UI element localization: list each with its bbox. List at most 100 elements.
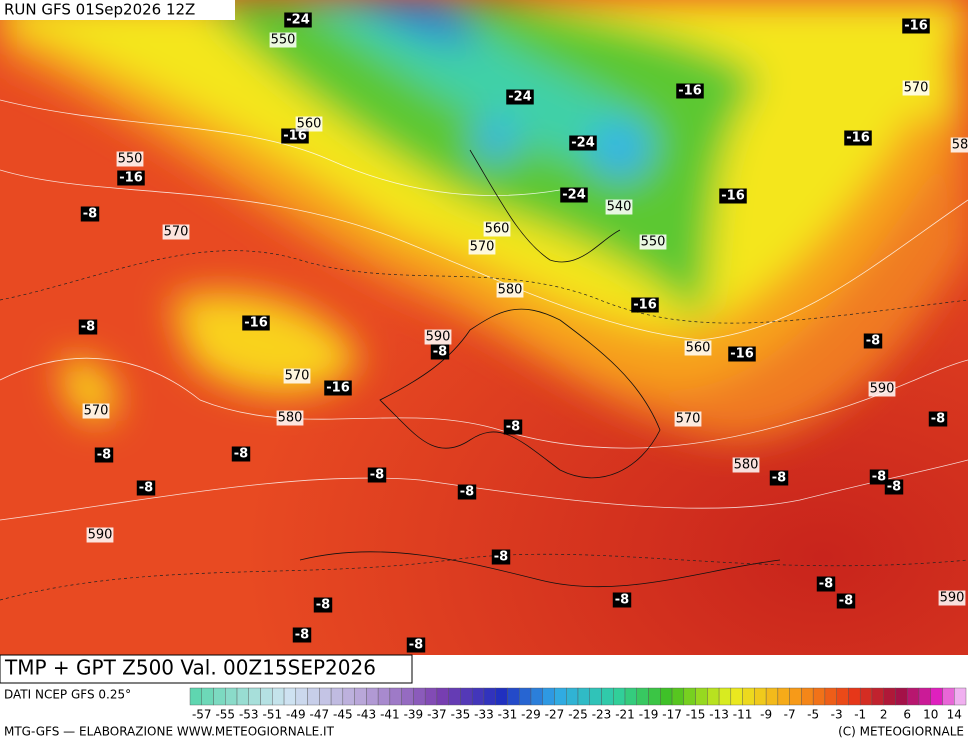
- legend-label: -31: [498, 708, 518, 722]
- temperature-label: -8: [78, 319, 98, 335]
- height-box: [162, 224, 190, 240]
- legend-swatch: [954, 687, 967, 706]
- height-text: 590: [426, 330, 451, 345]
- height-text: 58: [952, 138, 968, 153]
- temperature-text: -8: [819, 577, 833, 592]
- temperature-label: -16: [281, 128, 309, 144]
- legend-swatch: [859, 687, 873, 706]
- temperature-text: -8: [409, 638, 423, 653]
- temperature-box: [869, 469, 889, 485]
- temperature-box: [367, 467, 387, 483]
- legend-swatch: [236, 687, 249, 706]
- temperature-text: -16: [244, 316, 268, 331]
- height-text: 560: [297, 117, 322, 132]
- legend-swatch: [695, 687, 708, 706]
- temperature-label: -8: [80, 206, 100, 222]
- legend-swatch: [566, 687, 579, 706]
- height-text: 570: [470, 240, 495, 255]
- height-label: 590: [868, 381, 896, 397]
- height-box: [732, 457, 760, 473]
- legend-swatch: [942, 687, 955, 706]
- height-box: [674, 411, 702, 427]
- temperature-box: [457, 484, 477, 500]
- height-label: 550: [639, 234, 667, 250]
- temperature-box: [491, 549, 511, 565]
- legend-swatch: [424, 687, 438, 706]
- legend-swatch: [519, 687, 532, 706]
- legend-swatch: [366, 687, 379, 706]
- height-text: 570: [164, 225, 189, 240]
- legend-label: -29: [521, 708, 541, 722]
- legend-swatch: [342, 687, 355, 706]
- height-box: [639, 234, 667, 250]
- temperature-label: -16: [117, 170, 145, 186]
- legend-swatch: [471, 687, 485, 706]
- legend-label: -17: [662, 708, 682, 722]
- temperature-text: -16: [119, 171, 143, 186]
- legend-label: -23: [592, 708, 612, 722]
- source-label: DATI NCEP GFS 0.25°: [4, 688, 131, 702]
- temperature-box: [292, 627, 312, 643]
- height-label: 550: [116, 151, 144, 167]
- temperature-label: -8: [94, 447, 114, 463]
- height-box: [468, 239, 496, 255]
- legend-swatch: [660, 687, 673, 706]
- legend-swatch: [930, 687, 943, 706]
- legend-swatch: [507, 687, 520, 706]
- temperature-text: -8: [81, 320, 95, 335]
- height-label: 570: [283, 368, 311, 384]
- legend-swatch: [483, 687, 496, 706]
- legend-swatch: [189, 687, 202, 706]
- height-label: 560: [295, 116, 323, 132]
- temperature-text: -24: [571, 136, 595, 151]
- temperature-box: [94, 447, 114, 463]
- legend-swatch: [777, 687, 790, 706]
- legend-label: 6: [903, 708, 911, 722]
- temperature-box: [676, 83, 704, 99]
- legend-label: -27: [545, 708, 565, 722]
- legend-swatch: [624, 687, 637, 706]
- temperature-box: [406, 637, 426, 653]
- height-box: [605, 199, 633, 215]
- legend-swatch: [871, 687, 884, 706]
- temperature-label: -24: [569, 135, 597, 151]
- temperature-label: -8: [884, 479, 904, 495]
- legend-swatch: [436, 687, 449, 706]
- temperature-label: -24: [506, 89, 534, 105]
- legend-swatch: [812, 687, 826, 706]
- temperature-text: -8: [433, 345, 447, 360]
- temperature-label: -16: [844, 130, 872, 146]
- height-text: 580: [734, 458, 759, 473]
- temperature-text: -8: [506, 420, 520, 435]
- legend-swatch: [413, 687, 426, 706]
- height-text: 550: [271, 33, 296, 48]
- legend-label: -33: [474, 708, 494, 722]
- temperature-label: -16: [676, 83, 704, 99]
- legend-swatch: [213, 687, 226, 706]
- temperature-box: [836, 593, 856, 609]
- legend-swatch: [601, 687, 614, 706]
- run-box: [0, 0, 235, 20]
- temperature-text: -8: [234, 447, 248, 462]
- temperature-text: -8: [931, 412, 945, 427]
- legend-swatch: [707, 687, 720, 706]
- temperature-box: [844, 130, 872, 146]
- legend-swatch: [377, 687, 391, 706]
- legend-swatch: [272, 687, 285, 706]
- height-label: 580: [276, 410, 304, 426]
- temperature-box: [281, 128, 309, 144]
- height-label: 570: [162, 224, 190, 240]
- legend-label: -35: [451, 708, 471, 722]
- temperature-label: -8: [928, 411, 948, 427]
- height-text: 570: [676, 412, 701, 427]
- temperature-text: -8: [866, 334, 880, 349]
- temperature-box: [136, 480, 156, 496]
- legend-swatch: [648, 687, 661, 706]
- height-box: [283, 368, 311, 384]
- legend-swatch: [260, 687, 273, 706]
- temperature-box: [631, 297, 659, 313]
- temperature-text: -8: [772, 471, 786, 486]
- footer-title: TMP + GPT Z500 Val. 00Z15SEP2026: [4, 656, 376, 680]
- temperature-text: -8: [316, 598, 330, 613]
